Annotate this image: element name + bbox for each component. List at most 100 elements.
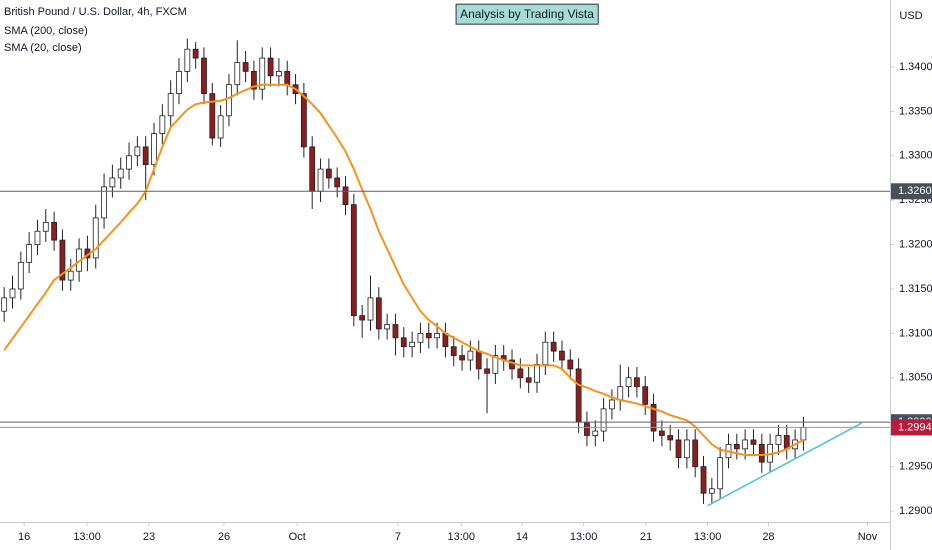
y-tick-label: 1.33000 bbox=[899, 150, 932, 162]
candle-body bbox=[642, 386, 649, 405]
candle-body bbox=[184, 48, 191, 72]
candle-body bbox=[675, 439, 682, 459]
candle-body bbox=[758, 443, 765, 463]
candle-body bbox=[59, 239, 66, 281]
x-tick-label: 21 bbox=[640, 531, 652, 543]
candle-body bbox=[334, 177, 341, 188]
trendline bbox=[707, 422, 863, 507]
candle-body bbox=[325, 168, 332, 179]
candle-body bbox=[609, 399, 615, 410]
candle-body bbox=[159, 115, 166, 134]
candle-body bbox=[342, 186, 349, 206]
level-label: 1.32600 bbox=[898, 185, 932, 197]
candle-body bbox=[600, 408, 607, 432]
candle-body bbox=[375, 297, 382, 330]
y-tick-label: 1.30500 bbox=[899, 372, 932, 384]
x-tick-label: 13:00 bbox=[694, 531, 722, 543]
y-tick-label: 1.29500 bbox=[899, 460, 932, 472]
candle-body bbox=[658, 430, 665, 436]
candle-body bbox=[384, 324, 391, 330]
x-tick-label: 7 bbox=[395, 531, 401, 543]
candle-body bbox=[683, 439, 690, 459]
y-tick-label: 1.31000 bbox=[899, 327, 932, 339]
candle-body bbox=[800, 427, 807, 441]
candle-body bbox=[109, 177, 116, 188]
candle-body bbox=[151, 133, 157, 166]
y-tick-label: 1.29000 bbox=[899, 505, 932, 517]
candle-body bbox=[134, 146, 141, 157]
candle-body bbox=[101, 186, 107, 219]
candle-body bbox=[567, 359, 574, 370]
candle-body bbox=[284, 70, 291, 86]
watermark-text: Analysis by Trading Vista bbox=[460, 7, 594, 21]
candle-body bbox=[309, 146, 316, 192]
candle-body bbox=[559, 350, 565, 361]
candle-body bbox=[42, 221, 49, 232]
candle-body bbox=[750, 439, 757, 445]
x-tick-label: 14 bbox=[516, 531, 528, 543]
candle-body bbox=[201, 57, 207, 95]
candle-body bbox=[392, 324, 399, 339]
candle-body bbox=[317, 168, 324, 192]
candle-body bbox=[192, 48, 199, 59]
candle-body bbox=[450, 346, 457, 356]
candle-body bbox=[34, 230, 41, 245]
indicator-label: SMA (20, close) bbox=[4, 42, 82, 54]
candle-body bbox=[434, 332, 440, 339]
x-tick-label: Oct bbox=[289, 531, 306, 543]
candle-body bbox=[742, 439, 749, 450]
watermark-background bbox=[455, 3, 599, 25]
x-tick-label: Nov bbox=[858, 531, 878, 543]
candle-body bbox=[484, 368, 490, 374]
candle-body bbox=[126, 155, 132, 170]
chart-title: British Pound / U.S. Dollar, 4h, FXCM bbox=[4, 6, 187, 18]
candle-body bbox=[517, 368, 524, 379]
candle-body bbox=[650, 404, 657, 432]
sma-line bbox=[3, 83, 804, 457]
candle-body bbox=[350, 204, 357, 317]
x-tick-label: 13:00 bbox=[73, 531, 101, 543]
candle-body bbox=[251, 70, 257, 90]
y-tick-label: 1.32000 bbox=[899, 238, 932, 250]
candle-body bbox=[67, 270, 74, 281]
candle-body bbox=[267, 57, 274, 77]
candle-body bbox=[9, 288, 16, 299]
candle-body bbox=[625, 377, 632, 388]
candle-body bbox=[359, 315, 366, 321]
candle-body bbox=[584, 421, 590, 436]
candle-body bbox=[92, 217, 99, 259]
candle-body bbox=[276, 70, 282, 77]
candle-body bbox=[708, 488, 715, 494]
candle-body bbox=[459, 355, 465, 361]
candle-body bbox=[217, 115, 224, 139]
x-tick-label: 28 bbox=[762, 531, 774, 543]
last-price-box bbox=[891, 419, 932, 436]
watermark-box: Analysis by Trading Vista bbox=[455, 3, 599, 25]
candle-body bbox=[525, 377, 532, 383]
last-price-label: 1.29941 bbox=[898, 421, 932, 433]
candle-body bbox=[617, 386, 624, 401]
candle-body bbox=[592, 430, 599, 436]
candle-body bbox=[417, 332, 424, 343]
level-label-box bbox=[891, 183, 932, 200]
candle-body bbox=[575, 368, 582, 423]
candle-body bbox=[550, 341, 557, 352]
candle-body bbox=[51, 221, 58, 241]
candle-body bbox=[775, 435, 782, 445]
candle-body bbox=[667, 435, 674, 441]
y-tick-label: 1.34000 bbox=[899, 61, 932, 73]
candle-body bbox=[367, 297, 374, 321]
candle-body bbox=[259, 57, 266, 90]
candle-body bbox=[142, 146, 149, 166]
indicator-label: SMA (200, close) bbox=[4, 25, 88, 37]
candle-body bbox=[17, 261, 24, 290]
candle-body bbox=[733, 443, 740, 450]
x-tick-label: 13:00 bbox=[570, 531, 598, 543]
candle-body bbox=[492, 355, 499, 374]
candle-body bbox=[117, 168, 124, 179]
candle-body bbox=[409, 341, 416, 348]
plot-area bbox=[0, 38, 890, 507]
candle-body bbox=[475, 350, 482, 370]
